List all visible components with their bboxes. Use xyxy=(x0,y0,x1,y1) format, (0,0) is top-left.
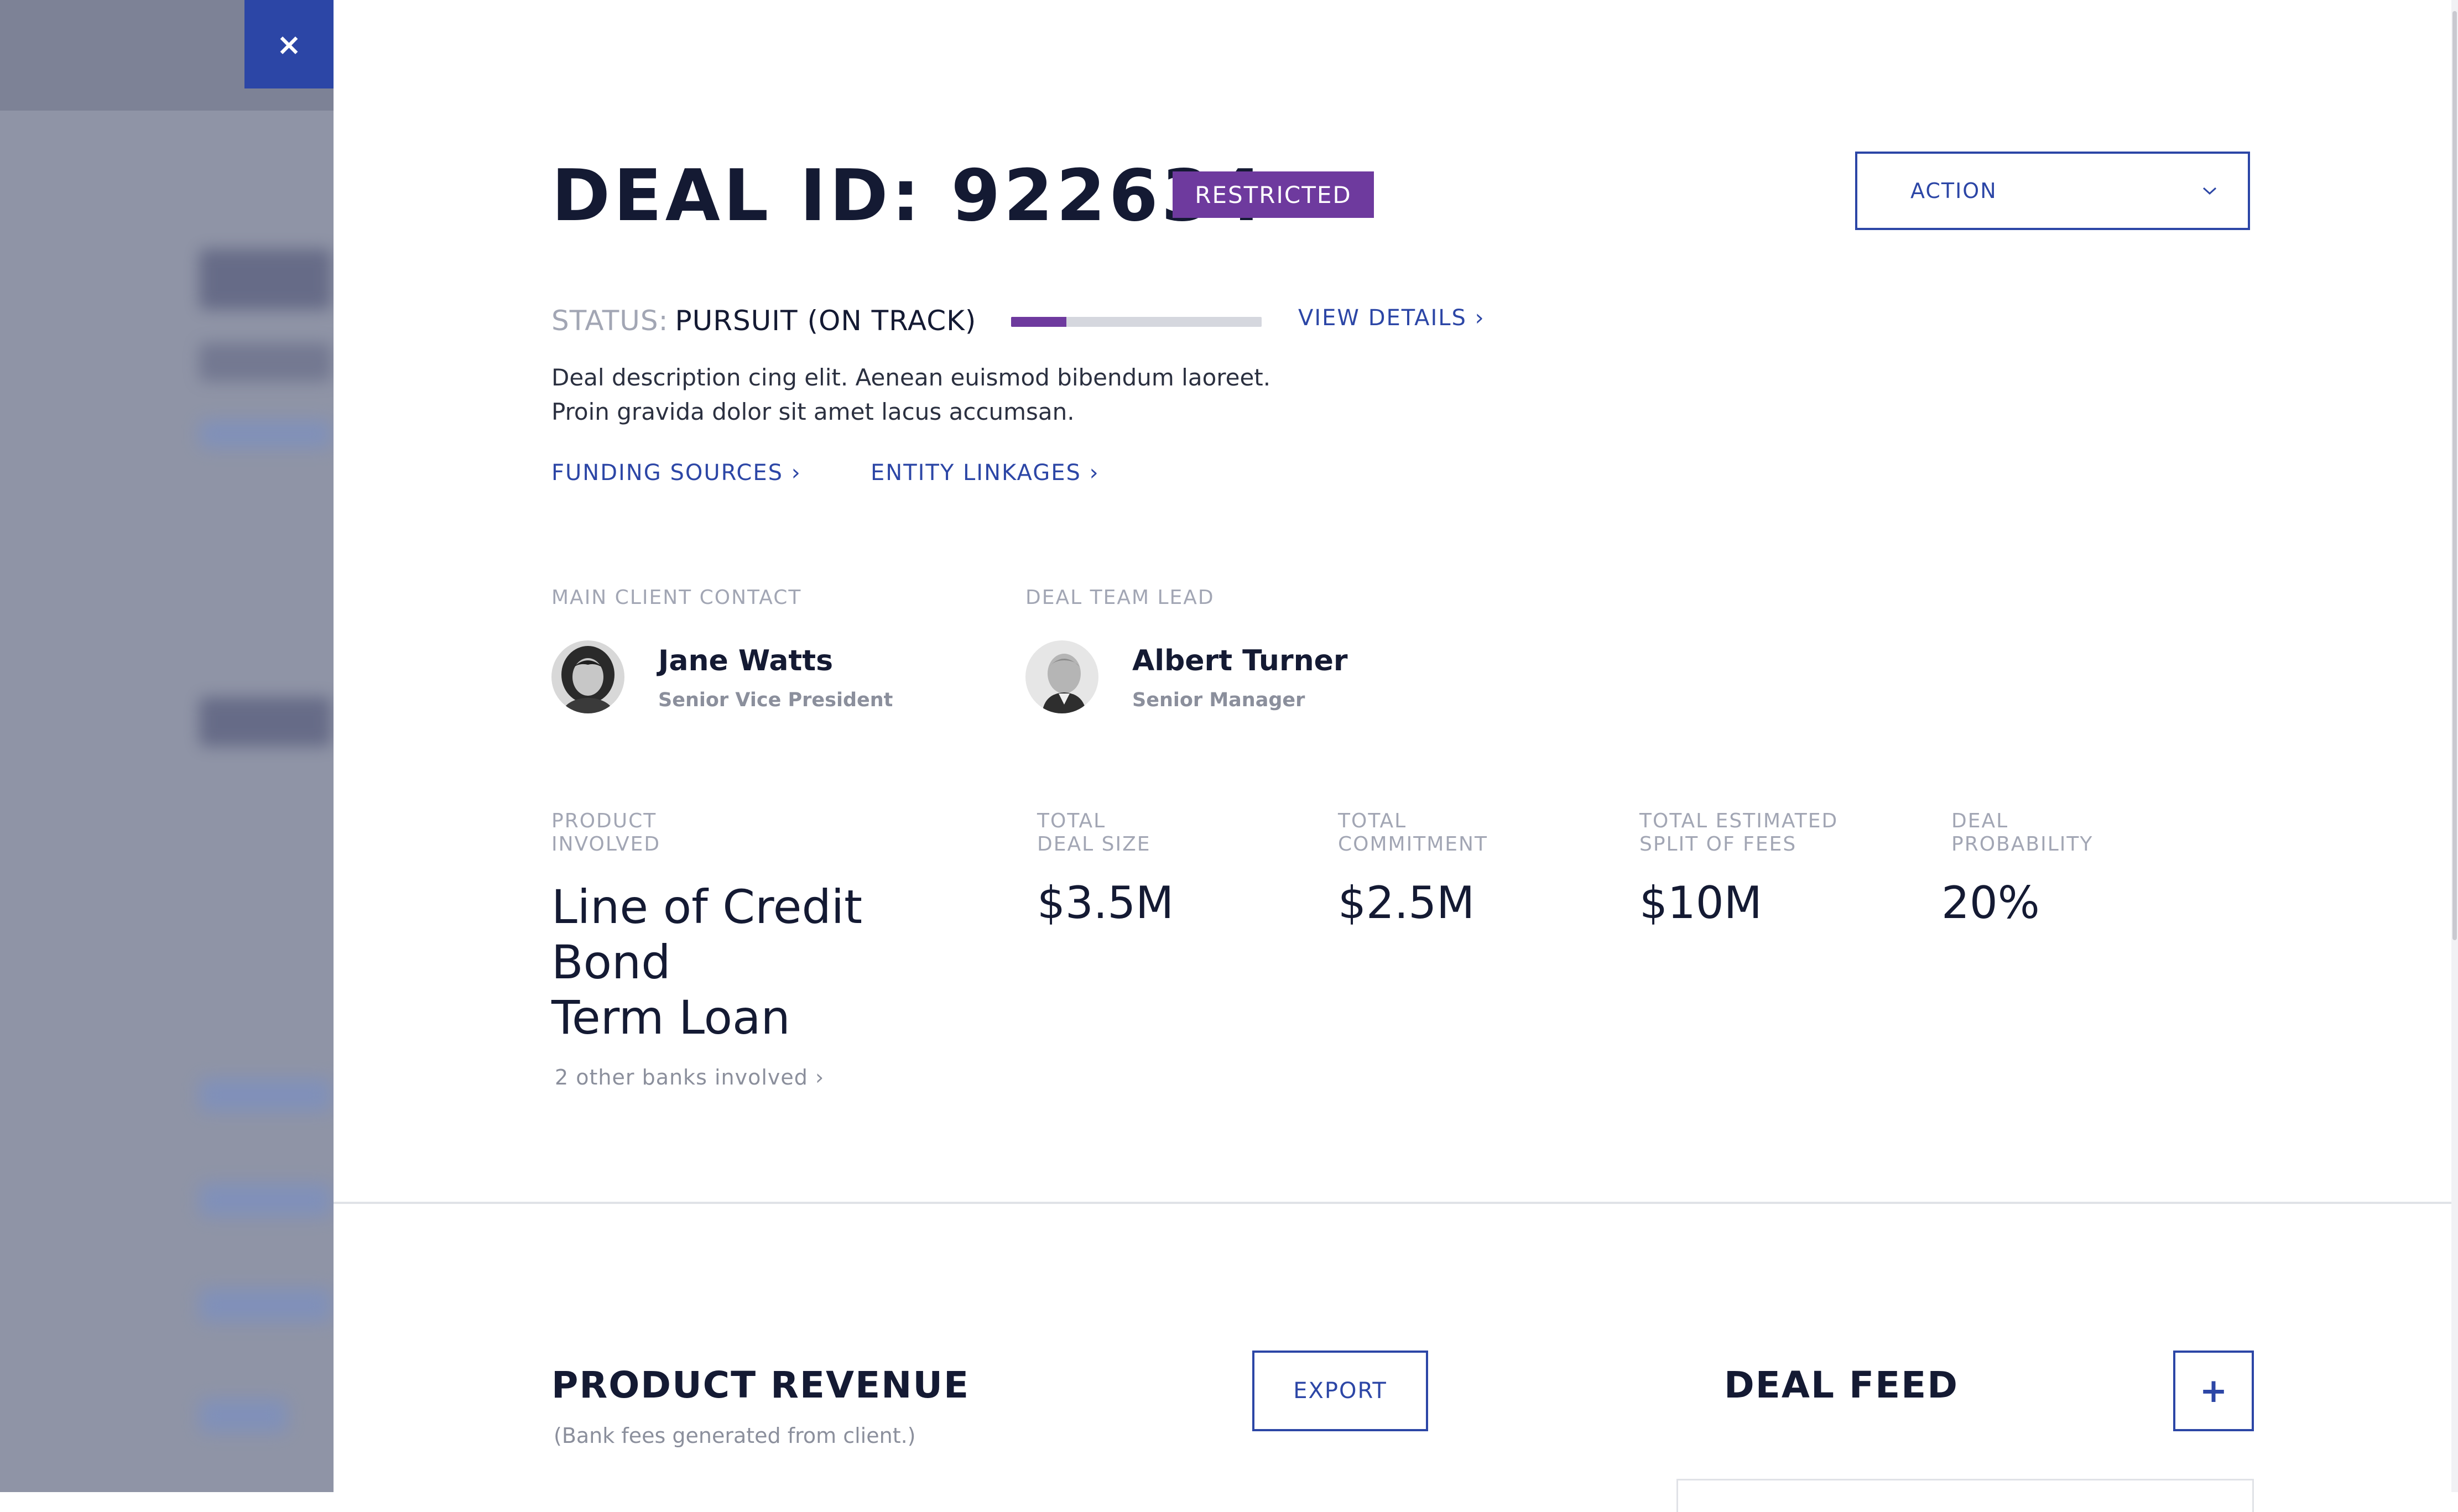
main-client-contact-label: MAIN CLIENT CONTACT xyxy=(551,586,802,609)
scrollbar-thumb[interactable] xyxy=(2452,11,2457,940)
client-contact-name: Jane Watts xyxy=(658,644,834,677)
chevron-right-icon: › xyxy=(1089,460,1100,486)
total-commitment-label-line: COMMITMENT xyxy=(1338,833,1488,856)
view-details-label: VIEW DETAILS xyxy=(1298,305,1467,331)
funding-sources-link[interactable]: FUNDING SOURCES › xyxy=(551,460,801,486)
avatar-photo xyxy=(551,640,624,713)
split-of-fees-label-line: SPLIT OF FEES xyxy=(1639,833,1797,856)
entity-linkages-link[interactable]: ENTITY LINKAGES › xyxy=(871,460,1100,486)
background-link-blur xyxy=(199,420,332,448)
deal-description-line: Deal description cing elit. Aenean euism… xyxy=(551,364,1271,391)
status-progress-fill xyxy=(1011,317,1066,327)
deal-description: Deal description cing elit. Aenean euism… xyxy=(551,361,1602,429)
entity-linkages-label: ENTITY LINKAGES xyxy=(871,460,1081,486)
view-details-link[interactable]: VIEW DETAILS › xyxy=(1298,305,1485,331)
deal-feed-title: DEAL FEED xyxy=(1724,1364,1959,1406)
status-row: STATUS: PURSUIT (ON TRACK) xyxy=(551,303,976,338)
deal-probability-label-line: DEAL xyxy=(1951,810,2009,832)
product-revenue-subtitle: (Bank fees generated from client.) xyxy=(554,1424,916,1448)
product-involved-label-line: INVOLVED xyxy=(551,833,661,856)
team-lead-role: Senior Manager xyxy=(1132,689,1305,711)
avatar-jane-watts[interactable] xyxy=(551,640,624,713)
plus-icon: + xyxy=(2199,1372,2228,1410)
scrollbar[interactable] xyxy=(2451,0,2458,1492)
other-banks-link[interactable]: 2 other banks involved › xyxy=(555,1065,824,1089)
chevron-right-icon: › xyxy=(815,1065,825,1089)
total-deal-size-label-line: TOTAL xyxy=(1037,810,1106,832)
product-involved-label-line: PRODUCT xyxy=(551,810,657,832)
deal-description-line: Proin gravida dolor sit amet lacus accum… xyxy=(551,398,1075,425)
split-of-fees-label: TOTAL ESTIMATED SPLIT OF FEES xyxy=(1639,810,1872,856)
product-involved-label: PRODUCT INVOLVED xyxy=(551,810,784,856)
close-icon: × xyxy=(276,27,302,62)
chevron-right-icon: › xyxy=(791,460,801,486)
background-heading-blur xyxy=(199,249,332,310)
deal-probability-label: DEAL PROBABILITY xyxy=(1951,810,2184,856)
deal-team-lead-label: DEAL TEAM LEAD xyxy=(1025,586,1215,609)
total-commitment-value: $2.5M xyxy=(1338,877,1475,929)
page-title: DEAL ID: 922634 xyxy=(551,155,1267,237)
status-progress-bar xyxy=(1011,317,1262,327)
section-divider xyxy=(334,1202,2451,1204)
product-item: Bond xyxy=(551,935,671,989)
avatar-albert-turner[interactable] xyxy=(1025,640,1098,713)
product-item: Line of Credit xyxy=(551,880,863,934)
product-list: Line of Credit Bond Term Loan xyxy=(551,879,862,1045)
split-of-fees-value: $10M xyxy=(1639,877,1762,929)
export-button[interactable]: EXPORT xyxy=(1252,1351,1428,1431)
deal-probability-label-line: PROBABILITY xyxy=(1951,833,2094,856)
background-subheading-blur xyxy=(199,343,332,382)
background-row-blur-1 xyxy=(199,1078,332,1112)
avatar-photo xyxy=(1025,640,1098,713)
total-deal-size-label-line: DEAL SIZE xyxy=(1037,833,1151,856)
status-badge: RESTRICTED xyxy=(1173,171,1374,218)
team-lead-name: Albert Turner xyxy=(1132,644,1348,677)
status-label: STATUS: xyxy=(551,305,669,337)
total-deal-size-label: TOTAL DEAL SIZE xyxy=(1037,810,1269,856)
chevron-right-icon: › xyxy=(1475,305,1485,331)
total-commitment-label: TOTAL COMMITMENT xyxy=(1338,810,1570,856)
total-deal-size-value: $3.5M xyxy=(1037,877,1174,929)
product-item: Term Loan xyxy=(551,990,790,1045)
split-of-fees-label-line: TOTAL ESTIMATED xyxy=(1639,810,1839,832)
client-contact-role: Senior Vice President xyxy=(658,689,893,711)
status-value: PURSUIT (ON TRACK) xyxy=(675,305,977,337)
close-button[interactable]: × xyxy=(244,0,334,88)
action-dropdown-label: ACTION xyxy=(1910,179,1997,203)
action-dropdown[interactable]: ACTION xyxy=(1855,152,2250,230)
product-revenue-title: PRODUCT REVENUE xyxy=(551,1364,970,1406)
background-section-blur xyxy=(199,697,332,747)
background-row-blur-4 xyxy=(199,1399,288,1432)
other-banks-label: 2 other banks involved xyxy=(555,1065,808,1089)
chevron-down-icon xyxy=(2202,187,2217,195)
background-row-blur-3 xyxy=(199,1289,332,1322)
deal-probability-value: 20% xyxy=(1941,877,2040,929)
funding-sources-label: FUNDING SOURCES xyxy=(551,460,783,486)
deal-detail-panel: DEAL ID: 922634 RESTRICTED ACTION STATUS… xyxy=(334,0,2458,1512)
background-row-blur-2 xyxy=(199,1183,332,1217)
total-commitment-label-line: TOTAL xyxy=(1338,810,1407,832)
add-feed-button[interactable]: + xyxy=(2173,1351,2254,1431)
deal-feed-list xyxy=(1676,1479,2254,1512)
